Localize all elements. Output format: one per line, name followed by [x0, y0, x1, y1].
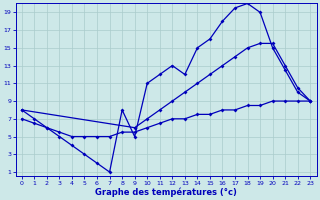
X-axis label: Graphe des températures (°c): Graphe des températures (°c)	[95, 187, 237, 197]
